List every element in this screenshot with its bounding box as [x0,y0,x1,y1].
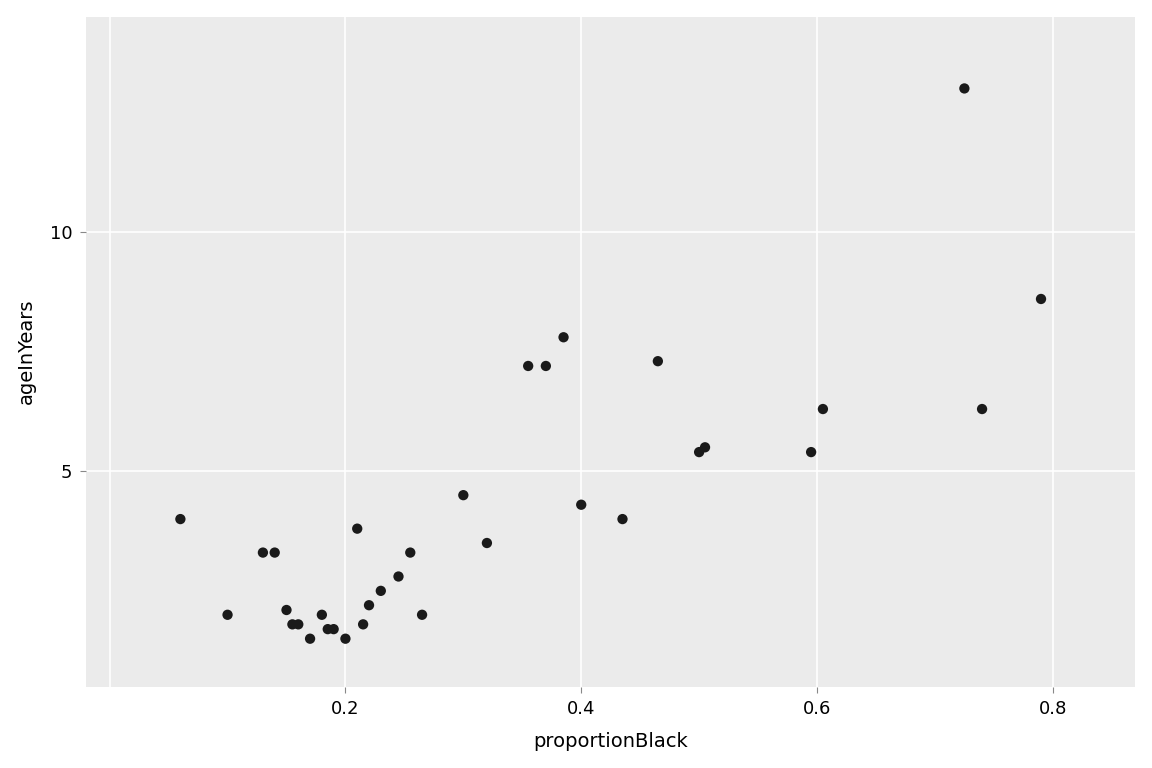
Point [265,547,283,559]
Point [389,571,408,583]
Point [802,446,820,458]
Point [319,623,338,635]
Point [401,547,419,559]
Point [1032,293,1051,305]
Point [454,489,472,502]
Point [253,547,272,559]
Y-axis label: ageInYears: ageInYears [16,299,36,405]
X-axis label: proportionBlack: proportionBlack [533,733,688,751]
Point [172,513,190,525]
Point [690,446,708,458]
Point [955,82,973,94]
Point [312,608,331,621]
Point [813,403,832,415]
Point [278,604,296,616]
Point [649,355,667,367]
Point [219,608,237,621]
Point [336,633,355,645]
Point [283,618,302,631]
Point [537,360,555,372]
Point [518,360,537,372]
Point [372,584,391,597]
Point [696,441,714,453]
Point [972,403,991,415]
Point [359,599,378,611]
Point [478,537,497,549]
Point [325,623,343,635]
Point [613,513,631,525]
Point [354,618,372,631]
Point [289,618,308,631]
Point [573,498,591,511]
Point [301,633,319,645]
Point [554,331,573,343]
Point [412,608,431,621]
Point [348,522,366,535]
